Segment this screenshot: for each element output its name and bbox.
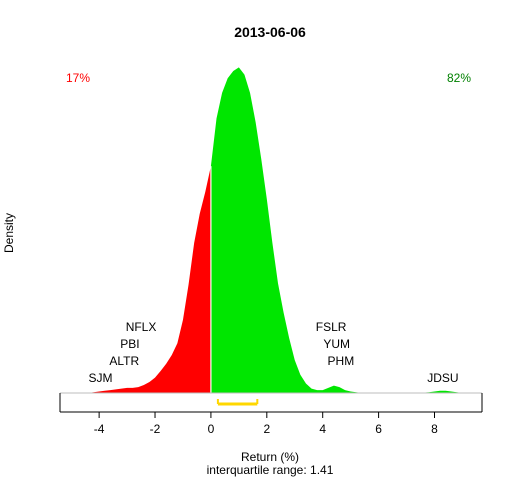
- iqr-bracket: [216, 399, 259, 406]
- ticker-label: SJM: [89, 371, 113, 385]
- negative-share-label: 17%: [66, 71, 90, 85]
- x-axis: -4 -2 0 2 4 6 8: [60, 411, 482, 436]
- negative-density-area: [87, 166, 211, 393]
- x-tick-label: 2: [263, 422, 270, 436]
- y-axis-label: Density: [2, 213, 16, 253]
- ticker-label: NFLX: [126, 320, 157, 334]
- positive-density-area: [210, 67, 463, 394]
- positive-share-label: 82%: [447, 71, 471, 85]
- ticker-label: ALTR: [109, 354, 139, 368]
- plot-area: [59, 67, 483, 412]
- ticker-label: YUM: [323, 337, 350, 351]
- iqr-subtitle: interquartile range: 1.41: [207, 463, 334, 477]
- x-tick-label: -2: [150, 422, 161, 436]
- x-tick-label: -4: [94, 422, 105, 436]
- x-tick-label: 6: [375, 422, 382, 436]
- chart-title: 2013-06-06: [234, 24, 306, 40]
- x-tick-label: 0: [208, 422, 215, 436]
- ticker-label: FSLR: [316, 320, 347, 334]
- x-axis-label: Return (%): [241, 450, 299, 464]
- x-tick-label: 4: [319, 422, 326, 436]
- x-tick-label: 8: [431, 422, 438, 436]
- ticker-label: PBI: [120, 337, 139, 351]
- ticker-label: JDSU: [427, 371, 458, 385]
- ticker-label: PHM: [328, 354, 355, 368]
- ticker-annotations: NFLX PBI ALTR SJM FSLR YUM PHM JDSU: [89, 320, 459, 385]
